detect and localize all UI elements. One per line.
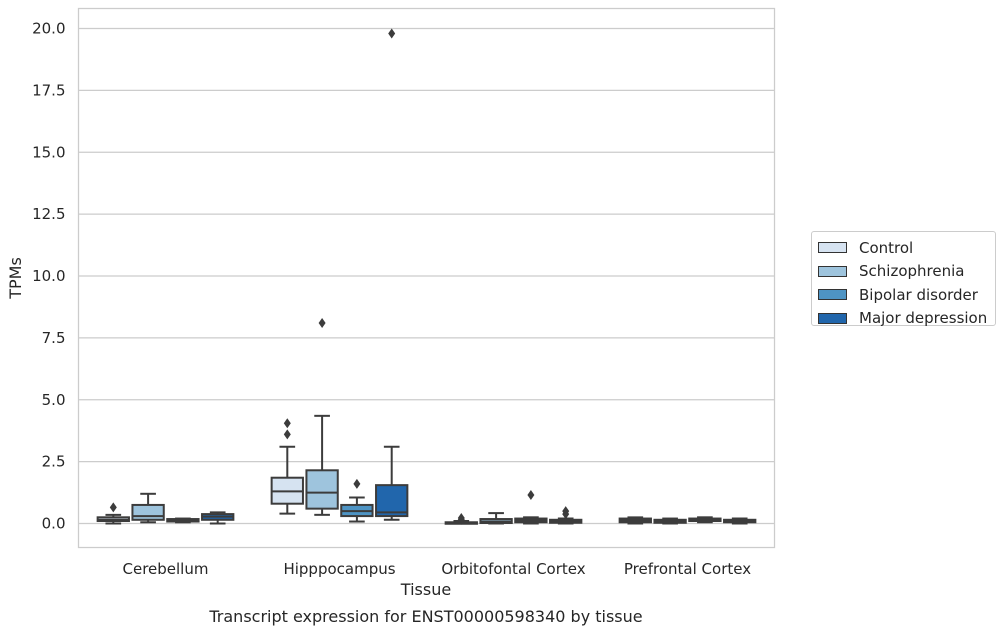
- x-tick-labels: Cerebellum Hipppocampus Orbitofontal Corte…: [123, 560, 752, 578]
- outlier-point: [353, 478, 361, 489]
- box-schizophrenia: [653, 517, 687, 525]
- box-plot-marks: [96, 28, 757, 525]
- box-major-depression: [723, 517, 757, 525]
- outlier-point: [527, 490, 535, 501]
- box-major-depression: [549, 506, 583, 525]
- y-tick-label: 15.0: [32, 143, 65, 161]
- y-tick-label: 12.5: [32, 205, 65, 223]
- plot-area-frame: [77, 7, 776, 549]
- box-control: [96, 502, 130, 525]
- outlier-point: [283, 429, 291, 440]
- outlier-point: [388, 28, 396, 39]
- legend-item-control: Control: [818, 236, 995, 260]
- y-tick-label: 0.0: [42, 515, 66, 533]
- box-major-depression: [201, 511, 235, 525]
- legend-swatch-bipolar-disorder: [818, 289, 847, 301]
- y-axis-title: TPMs: [6, 257, 25, 300]
- grid-lines: [78, 27, 775, 525]
- y-tick-labels: 0.0 2.5 5.0 7.5 10.0 12.5 15.0 17.5 20.0: [32, 20, 65, 533]
- outlier-point: [562, 506, 570, 517]
- x-axis-title: Tissue: [400, 580, 451, 599]
- y-tick-label: 20.0: [32, 20, 65, 38]
- box-iqr: [375, 484, 409, 518]
- chart-title: Transcript expression for ENST0000059834…: [208, 607, 642, 626]
- box-control: [270, 418, 304, 515]
- legend-swatch-control: [818, 242, 847, 254]
- legend-label-major-depression: Major depression: [859, 309, 988, 328]
- box-control: [444, 513, 478, 525]
- x-tick-label: Hipppocampus: [283, 560, 395, 578]
- box-bipolar-disorder: [166, 517, 200, 524]
- box-iqr: [131, 503, 165, 521]
- box-schizophrenia: [131, 492, 165, 524]
- box-iqr: [305, 469, 339, 510]
- y-tick-label: 10.0: [32, 267, 65, 285]
- x-tick-label: Cerebellum: [123, 560, 209, 578]
- legend-item-bipolar-disorder: Bipolar disorder: [818, 283, 995, 307]
- x-tick-label: Prefrontal Cortex: [624, 560, 751, 578]
- box-schizophrenia: [305, 318, 339, 516]
- y-tick-label: 2.5: [42, 453, 66, 471]
- y-tick-label: 5.0: [42, 391, 66, 409]
- box-control: [618, 516, 652, 525]
- outlier-point: [318, 318, 326, 329]
- legend-swatch-major-depression: [818, 312, 847, 324]
- legend-label-bipolar-disorder: Bipolar disorder: [859, 285, 978, 304]
- box-bipolar-disorder: [340, 478, 374, 523]
- box-bipolar-disorder: [514, 490, 548, 525]
- box-schizophrenia: [479, 512, 513, 525]
- box-bipolar-disorder: [688, 516, 722, 524]
- box-major-depression: [375, 28, 409, 521]
- outlier-point: [457, 513, 465, 524]
- legend-item-schizophrenia: Schizophrenia: [818, 260, 995, 284]
- outlier-point: [283, 418, 291, 429]
- legend-label-control: Control: [859, 238, 914, 257]
- x-tick-label: Orbitofontal Cortex: [441, 560, 585, 578]
- legend-item-major-depression: Major depression: [818, 307, 995, 331]
- legend-label-schizophrenia: Schizophrenia: [859, 262, 965, 281]
- outlier-point: [109, 502, 117, 513]
- legend: Control Schizophrenia Bipolar disorder M…: [811, 231, 996, 327]
- legend-swatch-schizophrenia: [818, 265, 847, 277]
- y-tick-label: 7.5: [42, 329, 66, 347]
- y-tick-label: 17.5: [32, 81, 65, 99]
